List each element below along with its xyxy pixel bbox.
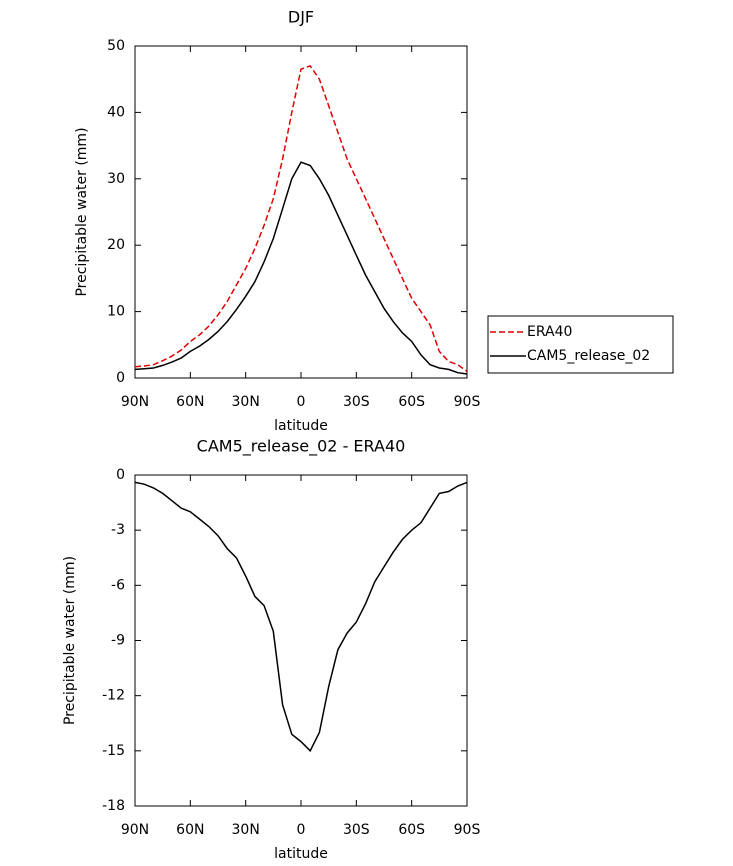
y-tick-label: -9 — [111, 633, 125, 649]
y-tick-label: 20 — [107, 237, 125, 253]
legend-box — [487, 315, 674, 374]
x-tick-label: 0 — [297, 822, 306, 838]
x-tick-label: 30N — [232, 822, 260, 838]
y-tick-label: -15 — [102, 743, 125, 759]
y-tick-label: -6 — [111, 577, 125, 593]
x-axis-label: latitude — [274, 418, 328, 434]
x-tick-label: 60N — [176, 394, 204, 410]
plot-frame — [134, 45, 468, 379]
y-tick-label: -18 — [102, 798, 125, 814]
x-tick-label: 60S — [398, 394, 425, 410]
y-tick-label: 10 — [107, 304, 125, 320]
x-tick-label: 30S — [343, 394, 370, 410]
y-axis-label: Precipitable water (mm) — [62, 556, 78, 725]
y-tick-label: -12 — [102, 688, 125, 704]
x-tick-label: 30S — [343, 822, 370, 838]
chart-title: DJF — [288, 8, 314, 27]
y-tick-label: 40 — [107, 104, 125, 120]
x-tick-label: 90S — [454, 822, 481, 838]
legend-label: ERA40 — [527, 324, 572, 340]
x-tick-label: 90S — [454, 394, 481, 410]
x-tick-label: 90N — [121, 822, 149, 838]
chart-title: CAM5_release_02 - ERA40 — [197, 437, 406, 457]
data-line — [134, 64, 468, 373]
y-tick-label: 0 — [116, 467, 125, 483]
x-tick-label: 0 — [297, 394, 306, 410]
x-tick-label: 60N — [176, 822, 204, 838]
x-tick-label: 30N — [232, 394, 260, 410]
y-axis-label: Precipitable water (mm) — [74, 127, 90, 296]
plot-frame — [134, 474, 468, 807]
y-tick-label: -3 — [111, 522, 125, 538]
data-line — [134, 161, 468, 375]
y-tick-label: 0 — [116, 370, 125, 386]
x-tick-label: 90N — [121, 394, 149, 410]
y-tick-label: 30 — [107, 171, 125, 187]
data-line — [134, 481, 468, 753]
legend-label: CAM5_release_02 — [527, 348, 650, 364]
y-tick-label: 50 — [107, 38, 125, 54]
x-axis-label: latitude — [274, 846, 328, 862]
x-tick-label: 60S — [398, 822, 425, 838]
